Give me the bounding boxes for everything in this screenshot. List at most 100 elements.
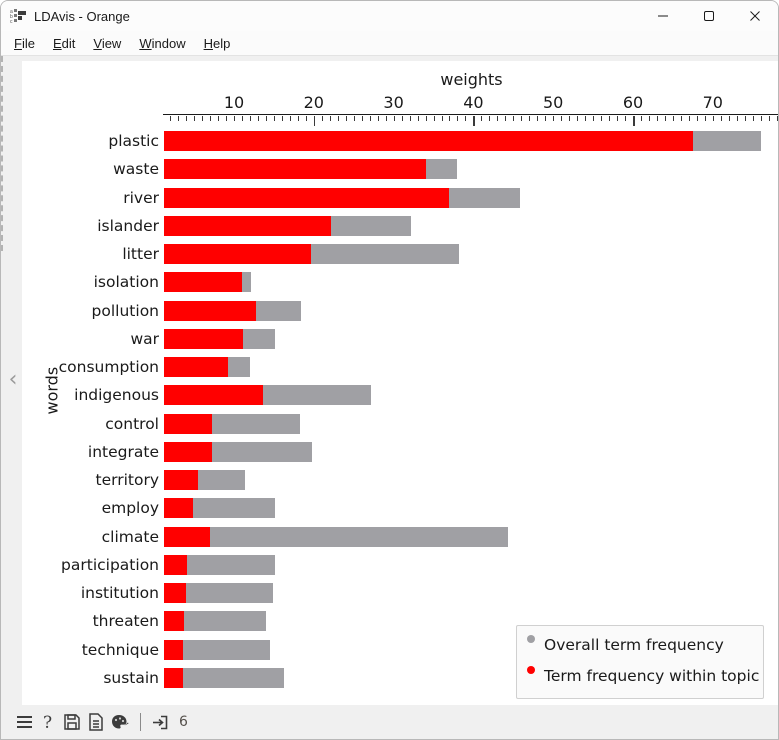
legend-entry: Term frequency within topic bbox=[517, 663, 759, 689]
topic-frequency-bar[interactable] bbox=[164, 159, 426, 180]
word-label: sustain bbox=[103, 668, 159, 687]
minor-tick bbox=[537, 116, 539, 121]
topic-frequency-bar[interactable] bbox=[164, 639, 183, 660]
overall-frequency-bar[interactable] bbox=[164, 639, 270, 660]
minor-tick bbox=[297, 116, 299, 121]
chart-row-isolation[interactable]: isolation bbox=[22, 272, 778, 293]
legend-entry: Overall term frequency bbox=[517, 632, 724, 658]
topic-frequency-bar[interactable] bbox=[164, 498, 194, 519]
topic-frequency-bar[interactable] bbox=[164, 554, 187, 575]
visual-settings-icon[interactable] bbox=[110, 712, 130, 732]
minor-tick bbox=[305, 116, 307, 121]
minor-tick bbox=[257, 116, 259, 121]
topic-frequency-bar[interactable] bbox=[164, 441, 212, 462]
help-icon[interactable]: ? bbox=[38, 712, 58, 732]
word-label: territory bbox=[95, 471, 160, 490]
minor-tick bbox=[760, 116, 762, 121]
chart-row-employ[interactable]: employ bbox=[22, 498, 778, 519]
menu-item-view[interactable]: View bbox=[93, 35, 122, 51]
topic-frequency-bar[interactable] bbox=[164, 611, 184, 632]
close-button[interactable] bbox=[732, 1, 778, 31]
minor-tick bbox=[736, 116, 738, 121]
minor-tick bbox=[401, 116, 403, 121]
minor-tick bbox=[553, 116, 555, 121]
word-label: islander bbox=[97, 216, 159, 235]
chart-row-pollution[interactable]: pollution bbox=[22, 300, 778, 321]
minor-tick bbox=[617, 116, 618, 121]
splitter-handle[interactable] bbox=[1, 56, 3, 251]
minor-tick bbox=[441, 116, 443, 121]
menu-item-edit[interactable]: Edit bbox=[52, 35, 76, 51]
chart-row-climate[interactable]: climate bbox=[22, 526, 778, 547]
word-label: employ bbox=[101, 499, 159, 518]
minor-tick bbox=[569, 116, 571, 121]
minor-tick bbox=[242, 116, 243, 121]
minor-tick bbox=[704, 116, 706, 121]
topic-frequency-bar[interactable] bbox=[164, 328, 243, 349]
chart-row-territory[interactable]: territory bbox=[22, 470, 778, 491]
topic-frequency-bar[interactable] bbox=[164, 583, 187, 604]
overall-frequency-bar[interactable] bbox=[164, 611, 266, 632]
word-label: climate bbox=[101, 527, 159, 546]
topic-frequency-bar[interactable] bbox=[164, 526, 210, 547]
minimize-button[interactable] bbox=[640, 1, 686, 31]
overall-frequency-bar[interactable] bbox=[164, 554, 275, 575]
topic-frequency-bar[interactable] bbox=[164, 357, 228, 378]
minor-tick bbox=[353, 116, 355, 121]
overall-frequency-bar[interactable] bbox=[164, 526, 508, 547]
chart-row-war[interactable]: war bbox=[22, 328, 778, 349]
status-divider bbox=[140, 713, 141, 731]
chart-row-waste[interactable]: waste bbox=[22, 159, 778, 180]
minor-tick bbox=[289, 116, 291, 121]
menu-item-file[interactable]: File bbox=[14, 35, 35, 51]
minor-tick bbox=[688, 116, 690, 121]
menu-icon[interactable] bbox=[14, 712, 34, 732]
minimize-icon bbox=[658, 15, 668, 17]
chart-row-integrate[interactable]: integrate bbox=[22, 441, 778, 462]
topic-frequency-bar[interactable] bbox=[164, 470, 199, 491]
chart-row-islander[interactable]: islander bbox=[22, 215, 778, 236]
chart-row-participation[interactable]: participation bbox=[22, 554, 778, 575]
save-image-icon[interactable] bbox=[62, 712, 82, 732]
chart-row-consumption[interactable]: consumption bbox=[22, 357, 778, 378]
minor-tick bbox=[393, 116, 395, 121]
input-count: 6 bbox=[179, 714, 188, 730]
topic-frequency-bar[interactable] bbox=[164, 187, 450, 208]
maximize-button[interactable] bbox=[686, 1, 732, 31]
chart-row-control[interactable]: control bbox=[22, 413, 778, 434]
minor-tick bbox=[234, 116, 235, 121]
overall-frequency-bar[interactable] bbox=[164, 583, 274, 604]
chart-row-plastic[interactable]: plastic bbox=[22, 131, 778, 151]
chart-row-indigenous[interactable]: indigenous bbox=[22, 385, 778, 406]
chart-row-threaten[interactable]: threaten bbox=[22, 611, 778, 632]
topic-frequency-bar[interactable] bbox=[164, 244, 311, 264]
menu-item-help[interactable]: Help bbox=[203, 35, 231, 51]
word-label: river bbox=[123, 188, 159, 207]
menu-item-window[interactable]: Window bbox=[139, 35, 186, 51]
topic-frequency-bar[interactable] bbox=[164, 413, 212, 434]
minor-tick bbox=[457, 116, 459, 121]
chart-row-institution[interactable]: institution bbox=[22, 583, 778, 604]
chart-row-river[interactable]: river bbox=[22, 187, 778, 208]
chart-row-technique[interactable]: technique bbox=[22, 639, 778, 660]
x-tick-label: 30 bbox=[383, 93, 404, 112]
topic-frequency-bar[interactable] bbox=[164, 215, 332, 236]
x-axis-title: weights bbox=[440, 70, 503, 89]
topic-frequency-bar[interactable] bbox=[164, 131, 693, 151]
topic-frequency-bar[interactable] bbox=[164, 300, 257, 321]
minor-tick bbox=[585, 116, 587, 121]
topic-frequency-bar[interactable] bbox=[164, 272, 242, 293]
minor-tick bbox=[561, 116, 563, 121]
chart-row-sustain[interactable]: sustain bbox=[22, 667, 778, 688]
report-icon[interactable] bbox=[86, 712, 106, 732]
chart-row-litter[interactable]: litter bbox=[22, 244, 778, 264]
minor-tick bbox=[273, 116, 275, 121]
collapse-panel-chevron-icon[interactable]: ‹ bbox=[8, 367, 18, 392]
legend: Overall term frequency Term frequency wit… bbox=[516, 625, 764, 699]
topic-frequency-bar[interactable] bbox=[164, 385, 263, 406]
minor-tick bbox=[656, 116, 658, 121]
topic-frequency-bar[interactable] bbox=[164, 667, 183, 688]
major-tick bbox=[473, 116, 475, 126]
minor-tick bbox=[210, 116, 211, 121]
overall-frequency-bar[interactable] bbox=[164, 667, 284, 688]
